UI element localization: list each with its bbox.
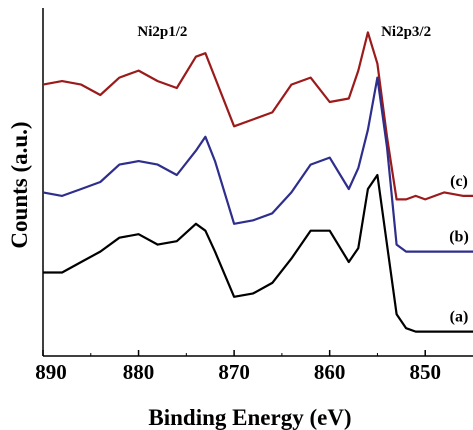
peak-annotation-ni2p1-2: Ni2p1/2: [137, 24, 187, 40]
series-line-c: [42, 31, 473, 201]
peak-annotation-ni2p3-2: Ni2p3/2: [381, 24, 431, 40]
series-label-a: (a): [450, 309, 469, 326]
series-layer: [42, 31, 473, 333]
series-line-a: [43, 173, 473, 333]
series-label-b: (b): [449, 229, 469, 246]
x-tick-label-870: 870: [218, 360, 250, 384]
series-line-b: [42, 76, 473, 253]
x-tick-label-880: 880: [123, 360, 155, 384]
x-tick-label-860: 860: [314, 360, 346, 384]
series-label-c: (c): [450, 173, 468, 190]
series-label-layer: (c) (b) (a): [449, 173, 469, 326]
x-tick-label-890: 890: [35, 360, 67, 384]
x-tick-label-850: 850: [409, 360, 441, 384]
x-axis-title: Binding Energy (eV): [148, 405, 351, 430]
x-tick-layer: 890 880 870 860 850: [35, 350, 441, 384]
y-axis-title: Counts (a.u.): [7, 121, 32, 248]
annotation-layer: Ni2p1/2 Ni2p3/2: [137, 24, 431, 40]
